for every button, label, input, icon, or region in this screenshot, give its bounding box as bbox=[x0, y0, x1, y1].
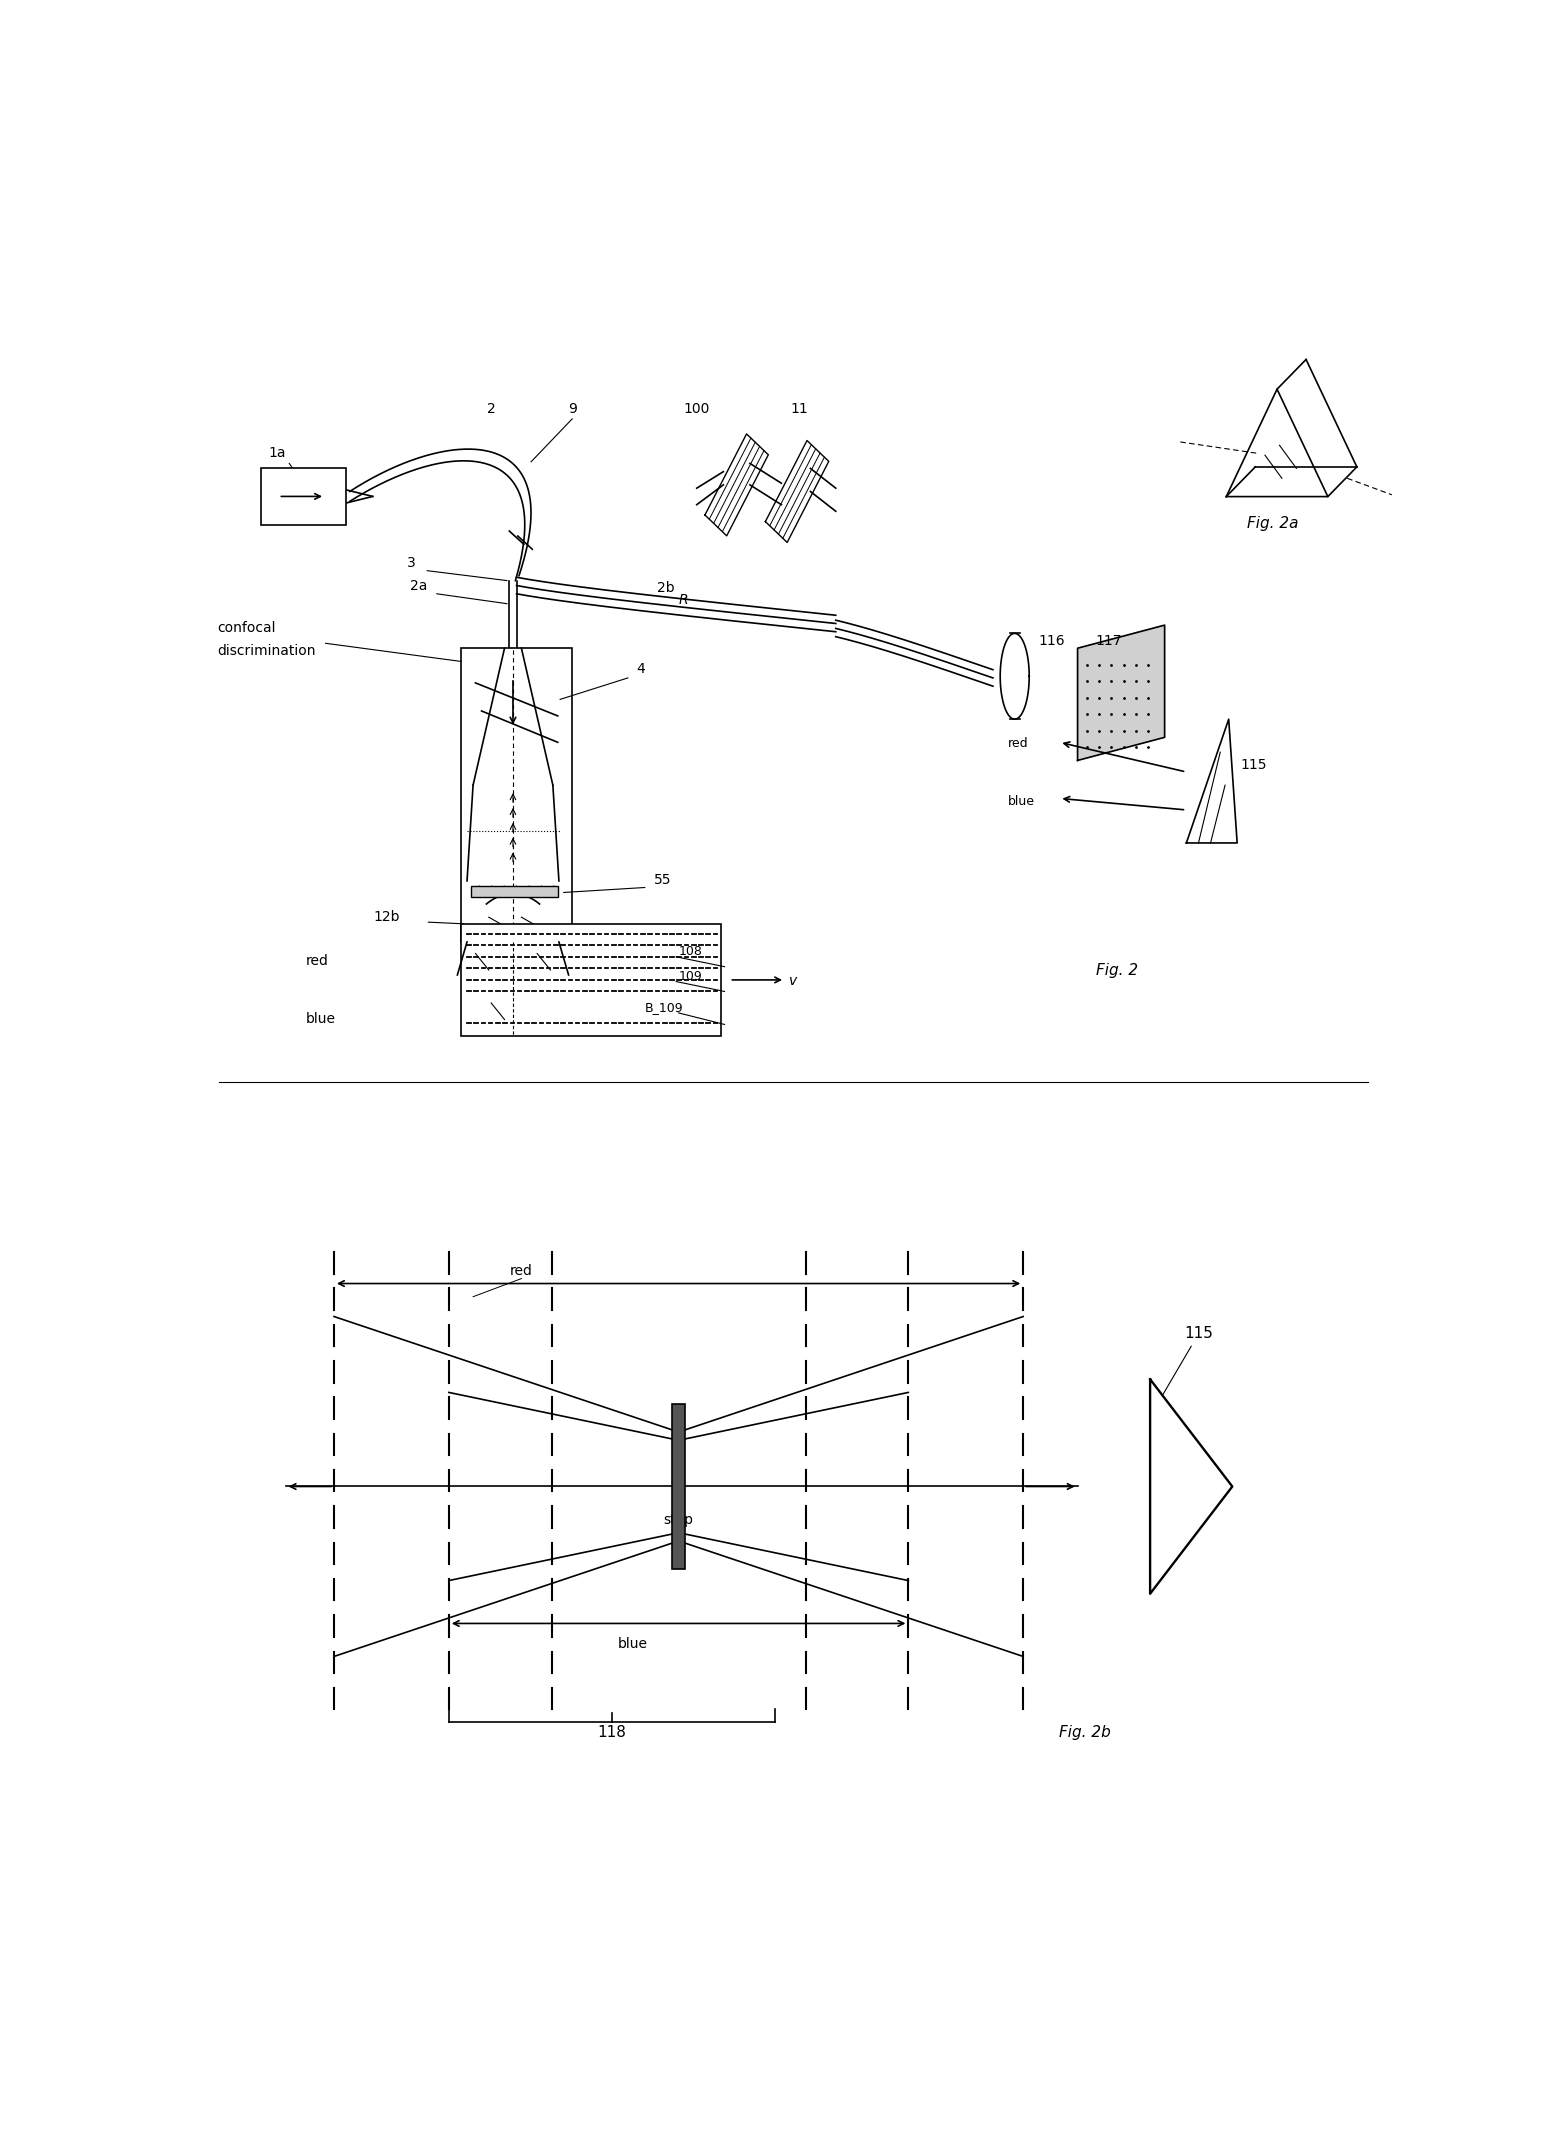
Text: blue: blue bbox=[618, 1637, 647, 1652]
Text: red: red bbox=[509, 1264, 532, 1277]
FancyBboxPatch shape bbox=[462, 647, 573, 943]
Text: stop: stop bbox=[663, 1513, 694, 1528]
Text: 108: 108 bbox=[679, 945, 702, 958]
Text: Fig. 2b: Fig. 2b bbox=[1059, 1725, 1111, 1740]
FancyBboxPatch shape bbox=[672, 1404, 685, 1569]
Text: v: v bbox=[789, 973, 797, 988]
Text: red: red bbox=[306, 954, 329, 969]
FancyBboxPatch shape bbox=[262, 467, 346, 525]
Text: 2: 2 bbox=[487, 401, 496, 416]
Text: R: R bbox=[679, 594, 688, 606]
Text: 118: 118 bbox=[597, 1725, 627, 1740]
Text: 3: 3 bbox=[407, 557, 415, 570]
Text: red: red bbox=[1008, 737, 1028, 750]
FancyBboxPatch shape bbox=[462, 924, 721, 1035]
Polygon shape bbox=[1078, 626, 1165, 761]
Text: 1a: 1a bbox=[268, 446, 285, 461]
Text: discrimination: discrimination bbox=[217, 643, 315, 658]
Text: Fig. 2: Fig. 2 bbox=[1095, 962, 1137, 977]
Text: B_109: B_109 bbox=[644, 1001, 683, 1014]
Text: 109: 109 bbox=[679, 971, 702, 984]
Text: 9: 9 bbox=[568, 401, 577, 416]
Text: Fig. 2a: Fig. 2a bbox=[1246, 516, 1298, 531]
Text: 116: 116 bbox=[1039, 634, 1065, 647]
Text: 115: 115 bbox=[1240, 759, 1267, 771]
Text: 4: 4 bbox=[636, 662, 644, 675]
Text: 12b: 12b bbox=[374, 909, 401, 924]
Text: 2a: 2a bbox=[410, 579, 427, 594]
Text: blue: blue bbox=[306, 1011, 337, 1026]
Text: 100: 100 bbox=[683, 401, 710, 416]
Text: 2b: 2b bbox=[657, 581, 674, 596]
Text: confocal: confocal bbox=[217, 621, 275, 634]
Text: 55: 55 bbox=[655, 872, 672, 887]
Text: 11: 11 bbox=[791, 401, 808, 416]
FancyBboxPatch shape bbox=[471, 885, 558, 898]
Text: blue: blue bbox=[1008, 795, 1034, 808]
Text: 115: 115 bbox=[1184, 1327, 1212, 1342]
Text: 117: 117 bbox=[1095, 634, 1122, 647]
